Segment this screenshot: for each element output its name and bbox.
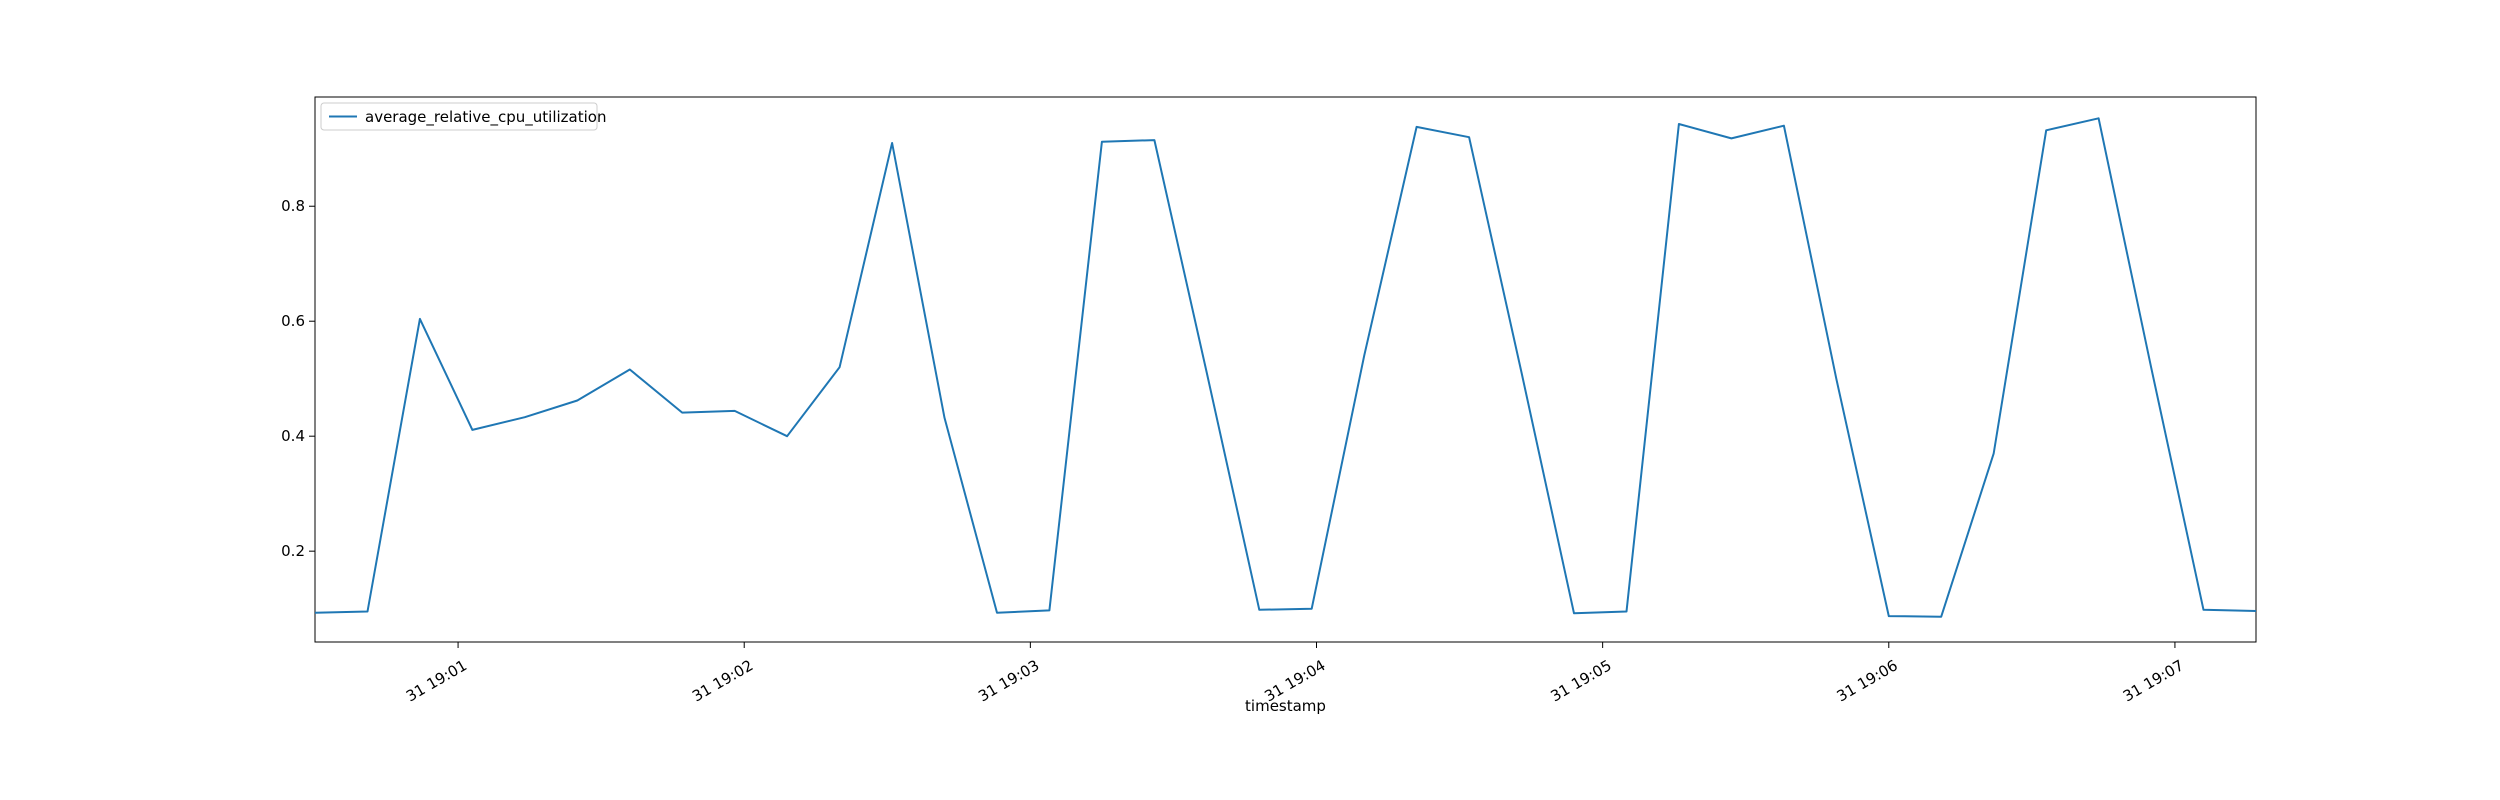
data-point [1047, 608, 1051, 612]
data-point [733, 409, 737, 413]
y-tick-label: 0.2 [281, 542, 305, 560]
data-point [2097, 116, 2101, 120]
data-point [1205, 371, 1209, 375]
y-axis: 0.2 0.4 0.6 0.8 [281, 197, 315, 560]
data-point [1100, 140, 1104, 144]
data-point [1992, 451, 1996, 455]
data-point [1415, 125, 1419, 129]
data-point [628, 368, 632, 372]
data-point [890, 141, 894, 145]
data-point [1782, 124, 1786, 128]
x-tick-label: 31 19:03 [975, 656, 1042, 705]
x-tick-label: 31 19:02 [689, 656, 756, 705]
x-axis-label: timestamp [1245, 697, 1326, 715]
data-point [1310, 607, 1314, 611]
data-point [1257, 608, 1261, 612]
data-point [1467, 135, 1471, 139]
data-point [1887, 614, 1891, 618]
legend: average_relative_cpu_utilization [320, 102, 606, 131]
data-point [2202, 608, 2206, 612]
data-point [838, 365, 842, 369]
data-point [470, 428, 474, 432]
data-point [575, 399, 579, 403]
plot-area [314, 96, 2257, 643]
data-point [995, 611, 999, 615]
y-tick-label: 0.8 [281, 197, 305, 215]
data-point [1572, 611, 1576, 615]
y-tick-label: 0.4 [281, 427, 305, 445]
data-point [785, 434, 789, 438]
data-point [1677, 122, 1681, 126]
data-point [313, 611, 317, 615]
data-point [1939, 615, 1943, 619]
legend-box [320, 102, 598, 131]
plot-frame [314, 96, 2257, 643]
data-point [680, 411, 684, 415]
data-point [1729, 136, 1733, 140]
x-tick-label: 31 19:06 [1834, 656, 1901, 705]
x-tick-label: 31 19:05 [1548, 656, 1615, 705]
data-point [943, 416, 947, 420]
series-line-average-relative-cpu-utilization [314, 117, 2257, 618]
data-point [1834, 377, 1838, 381]
data-points [313, 116, 2258, 618]
data-point [2044, 128, 2048, 132]
x-tick-label: 31 19:01 [403, 656, 470, 705]
data-point [523, 415, 527, 419]
legend-label: average_relative_cpu_utilization [365, 108, 606, 127]
y-tick-label: 0.6 [281, 312, 305, 330]
x-axis: 31 19:01 31 19:02 31 19:03 31 19:04 31 19:05… [403, 642, 2187, 705]
x-tick-label: 31 19:07 [2120, 656, 2187, 705]
data-point [1625, 610, 1629, 614]
data-point [2254, 609, 2258, 613]
data-point [1520, 371, 1524, 375]
data-point [366, 610, 370, 614]
data-point [1152, 138, 1156, 142]
data-point [418, 317, 422, 321]
data-point [1362, 354, 1366, 358]
data-point [2149, 365, 2153, 369]
